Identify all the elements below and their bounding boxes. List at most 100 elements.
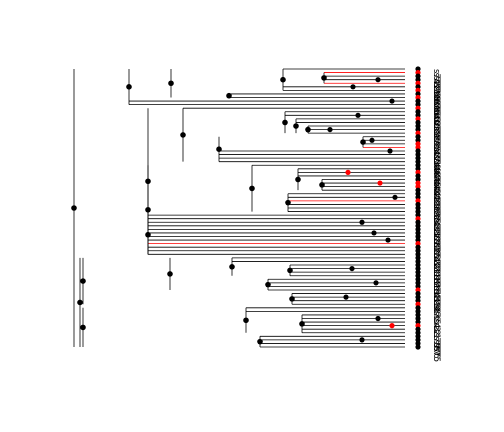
tip-label: s18	[432, 269, 442, 284]
tip-label: s56	[432, 133, 442, 148]
tip-label: s71	[432, 80, 442, 95]
tip-state-dot	[415, 230, 421, 236]
tip-state-dot	[415, 298, 421, 304]
tip-state-dot	[415, 265, 421, 272]
branch-state-dot	[377, 180, 383, 186]
tip-label: s26	[432, 240, 442, 255]
tip-state-dot	[415, 212, 421, 218]
tip-label: s25	[432, 244, 442, 259]
tip-state-dot	[415, 155, 421, 161]
tip-label: s78	[432, 336, 442, 351]
tip-state-dot	[415, 105, 421, 111]
tip-state-dot	[415, 194, 421, 200]
tip-label: s73	[432, 73, 442, 88]
tip-state-dot	[415, 162, 421, 168]
tip-state-dot	[415, 269, 421, 275]
tip-label: s1	[432, 329, 442, 339]
tip-state-dot	[415, 340, 421, 347]
internal-node-dot	[77, 299, 83, 306]
tip-state-dot	[415, 333, 421, 339]
tip-label: s15	[432, 279, 442, 294]
tip-state-dot	[415, 137, 421, 143]
tip-label: s43	[432, 179, 442, 194]
internal-node-dot	[360, 139, 366, 145]
tip-state-dot	[415, 255, 421, 261]
branch-state-dot	[385, 237, 391, 243]
tip-label: s79	[432, 333, 442, 348]
tip-state-dot	[415, 248, 421, 254]
tip-state-dot	[415, 69, 421, 76]
branch-state-dot	[389, 323, 395, 329]
tree-branches	[73, 68, 405, 348]
internal-node-dot	[71, 205, 77, 211]
tip-label: s16	[432, 276, 442, 291]
tip-state-dot	[415, 184, 421, 190]
tip-label: s29	[432, 229, 442, 244]
tip-state-dot	[415, 151, 421, 158]
internal-node-dot	[280, 76, 286, 83]
tip-state-dot	[415, 176, 421, 183]
tip-state-dot	[415, 119, 421, 126]
tip-state-dot	[415, 241, 421, 247]
internal-node-dot	[226, 92, 232, 99]
tip-label: s31	[432, 222, 442, 237]
internal-node-dot	[249, 185, 255, 192]
tip-label: s53	[432, 144, 442, 159]
branch-state-dot	[355, 112, 361, 118]
tip-label: s21	[432, 258, 442, 273]
tip-label: s7	[432, 308, 442, 318]
tip-label: s14	[432, 283, 442, 298]
tip-state-dot	[415, 116, 421, 122]
internal-node-dot	[216, 146, 222, 152]
internal-node-dot	[145, 231, 151, 238]
tip-label: s72	[432, 76, 442, 91]
branch-state-dot	[345, 169, 351, 175]
tip-state-markers	[415, 66, 421, 350]
tip-label: s24	[432, 247, 442, 262]
tip-label: s34	[432, 212, 442, 227]
tip-state-dot	[415, 123, 421, 129]
branch-state-dot	[327, 126, 333, 133]
tip-state-dot	[415, 344, 421, 350]
tip-label: s57	[432, 130, 442, 145]
tip-state-dot	[415, 102, 421, 108]
tip-state-dot	[415, 94, 421, 101]
internal-node-dot	[80, 324, 86, 331]
tip-state-dot	[415, 80, 421, 86]
tip-state-dot	[415, 226, 421, 232]
tip-state-dot	[415, 208, 421, 215]
tip-label: s32	[432, 219, 442, 234]
tip-label: s49	[432, 158, 442, 173]
tip-label: s44	[432, 176, 442, 191]
tip-label: s28	[432, 233, 442, 248]
branch-state-dot	[392, 194, 398, 200]
tip-state-dot	[415, 273, 421, 279]
branch-state-dot	[359, 219, 365, 225]
tip-state-dot	[415, 258, 421, 265]
tip-state-dot	[415, 219, 421, 225]
tip-label: s47	[432, 165, 442, 180]
internal-node-dot	[145, 178, 151, 185]
tip-label: s11	[432, 294, 442, 309]
tip-label: s50	[432, 155, 442, 170]
internal-node-dot	[180, 132, 186, 138]
branch-state-dot	[375, 315, 381, 322]
branch-state-dot	[369, 137, 375, 143]
tip-state-dot	[415, 159, 421, 165]
tip-label: s68	[432, 90, 442, 105]
branch-state-dot	[343, 294, 349, 300]
tip-label: s51	[432, 151, 442, 166]
tip-state-dot	[415, 287, 421, 293]
internal-node-dot	[80, 278, 86, 284]
tip-label: s3	[432, 322, 442, 332]
tip-label: s17	[432, 272, 442, 287]
tip-label: s37	[432, 201, 442, 216]
tip-state-dot	[415, 87, 421, 93]
tip-label: s75	[432, 347, 442, 362]
tip-label: s67	[432, 94, 442, 109]
branch-state-dot	[387, 148, 393, 154]
tip-state-dot	[415, 141, 421, 147]
tip-label: s74	[432, 69, 442, 84]
tip-state-dot	[415, 337, 421, 343]
tip-label: s13	[432, 286, 442, 301]
